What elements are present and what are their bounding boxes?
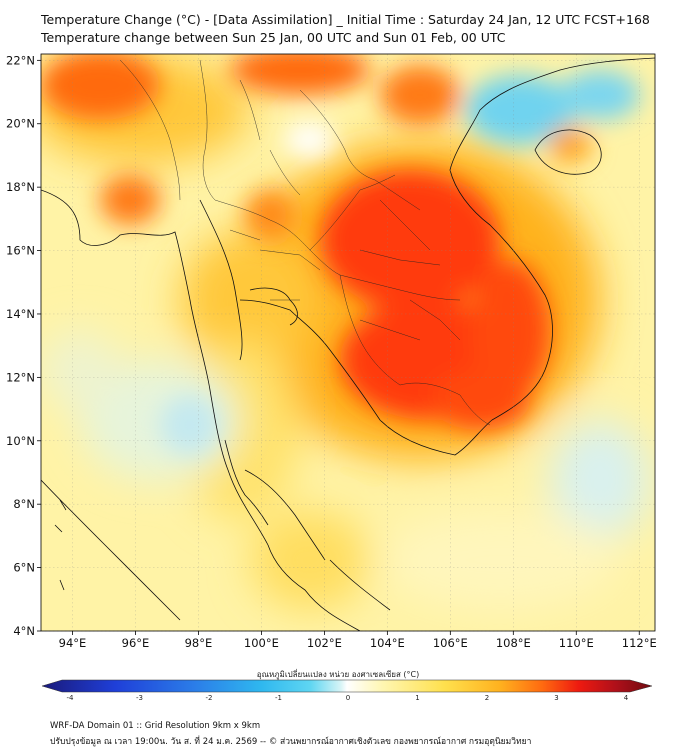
colorbar-tick-label: -4	[67, 694, 75, 702]
colorbar-tick-label: 0	[346, 694, 350, 702]
lat-tick-label: 20°N	[6, 117, 35, 131]
map-subtitle: Temperature change between Sun 25 Jan, 0…	[41, 30, 506, 45]
lon-tick-label: 94°E	[59, 636, 87, 650]
colorbar-tick-label: 3	[554, 694, 558, 702]
colorbar-tick-label: -2	[206, 694, 213, 702]
lat-tick-label: 18°N	[6, 180, 35, 194]
lon-tick-label: 110°E	[559, 636, 594, 650]
gridlines	[41, 54, 655, 632]
lat-tick-label: 8°N	[13, 497, 35, 511]
lon-tick-label: 102°E	[307, 636, 342, 650]
lat-tick-label: 14°N	[6, 307, 35, 321]
colorbar-title: อุณหภูมิเปลี่ยนแปลง หน่วย องศาเซลเซียส (…	[256, 670, 420, 679]
colorbar-tick-label: -3	[136, 694, 143, 702]
admin-borders	[119, 59, 491, 426]
colorbar-tick-label: 2	[485, 694, 489, 702]
lon-tick-label: 108°E	[496, 636, 531, 650]
latitude-axis: 22°N 20°N 18°N 16°N 14°N 12°N 10°N 8°N 6°N 4°N	[6, 53, 41, 638]
footer-update-info: ปรับปรุงข้อมูล ณ เวลา 19:00น. วัน ส. ที่…	[50, 737, 532, 747]
lon-tick-label: 100°E	[244, 636, 279, 650]
lat-tick-label: 4°N	[13, 624, 35, 638]
map-title: Temperature Change (°C) - [Data Assimila…	[41, 12, 650, 27]
colorbar: -4 -3 -2 -1 0 1 2 3 4	[41, 679, 653, 702]
lon-tick-label: 112°E	[622, 636, 657, 650]
colorbar-tick-label: 1	[415, 694, 419, 702]
lon-tick-label: 106°E	[433, 636, 468, 650]
lat-tick-label: 16°N	[6, 244, 35, 258]
footer-model-info: WRF-DA Domain 01 :: Grid Resolution 9km …	[50, 721, 261, 731]
longitude-axis: 94°E 96°E 98°E 100°E 102°E 104°E 106°E 108°E 110…	[59, 631, 657, 650]
map-frame	[40, 53, 656, 632]
temperature-field	[41, 54, 655, 631]
colorbar-tick-label: -1	[275, 694, 282, 702]
lat-tick-label: 12°N	[6, 370, 35, 384]
lat-tick-label: 6°N	[13, 561, 35, 575]
lon-tick-label: 96°E	[122, 636, 150, 650]
lat-tick-label: 22°N	[6, 53, 35, 67]
lon-tick-label: 98°E	[185, 636, 213, 650]
colorbar-tick-label: 4	[624, 694, 629, 702]
lon-tick-label: 104°E	[370, 636, 405, 650]
colorbar-ticks: -4 -3 -2 -1 0 1 2 3 4	[67, 694, 629, 702]
colorbar-bar	[41, 679, 653, 693]
lat-tick-label: 10°N	[6, 434, 35, 448]
coastlines	[41, 57, 655, 631]
